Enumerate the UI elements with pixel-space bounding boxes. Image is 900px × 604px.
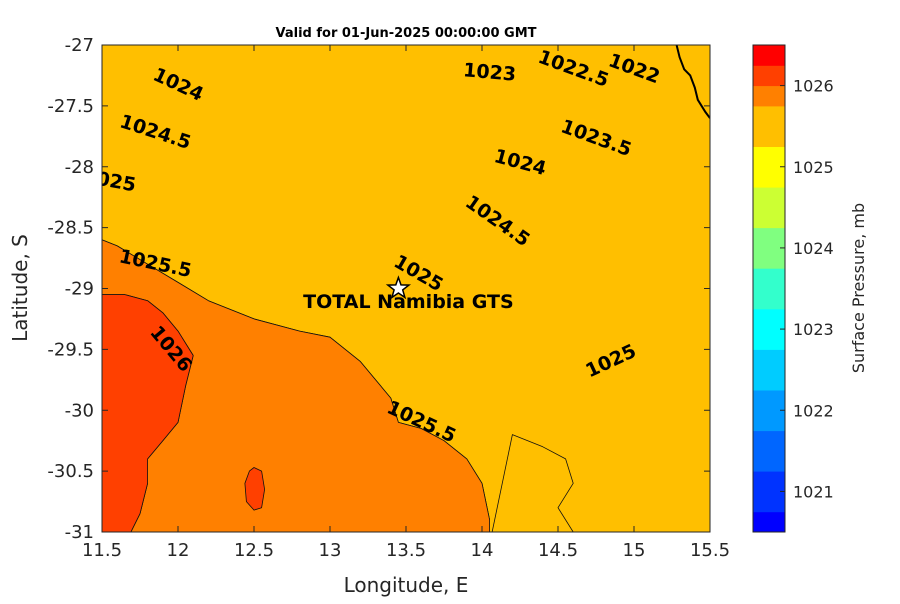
x-tick-label-3: 13	[319, 540, 342, 561]
station-label: TOTAL Namibia GTS	[303, 291, 514, 313]
colorbar-frame	[752, 44, 786, 533]
colorbar-tick-label-0: 1021	[793, 482, 834, 501]
colorbar-segment-5	[753, 308, 785, 350]
station-star-icon	[385, 275, 412, 300]
chart-title: Valid for 01-Jun-2025 00:00:00 GMT	[276, 26, 537, 41]
x-tick-label-7: 15	[623, 540, 646, 561]
colorbar-segment-6	[753, 268, 785, 310]
colorbar-segment-9	[753, 146, 785, 188]
colorbar-segment-10	[753, 105, 785, 147]
x-tick-label-1: 12	[167, 540, 190, 561]
coastline-line	[675, 45, 710, 119]
colorbar-tick-label-4: 1025	[793, 158, 834, 177]
station-marker: TOTAL Namibia GTS	[303, 275, 514, 313]
colorbar-segment-4	[753, 349, 785, 391]
colorbar-segment-12	[753, 65, 785, 87]
y-tick-label-2: -28	[65, 157, 94, 178]
plot-area: 10221022.510231023.5102410241024.51024.5…	[102, 45, 710, 532]
y-tick-label-7: -30.5	[47, 461, 94, 482]
colorbar-label: Surface Pressure, mb	[849, 203, 868, 373]
contour-label-2: 1023	[462, 59, 517, 86]
colorbar-segment-13	[753, 45, 785, 66]
y-tick-label-5: -29.5	[47, 339, 94, 360]
x-tick-label-4: 13.5	[386, 540, 426, 561]
colorbar-segment-11	[753, 85, 785, 107]
y-tick-label-0: -27	[65, 35, 94, 56]
x-tick-label-8: 15.5	[690, 540, 730, 561]
x-tick-label-5: 14	[471, 540, 494, 561]
x-tick-label-0: 11.5	[82, 540, 122, 561]
colorbar	[753, 45, 785, 533]
colorbar-tick-label-5: 1026	[793, 77, 834, 96]
colorbar-tick-label-1: 1022	[793, 401, 834, 420]
colorbar-tick-label-2: 1023	[793, 320, 834, 339]
x-tick-label-2: 12.5	[234, 540, 274, 561]
colorbar-tick-label-3: 1024	[793, 239, 834, 258]
x-axis-ticks: 11.5 12 12.5 13 13.5 14 14.5 15 15.5	[82, 45, 730, 561]
x-tick-label-6: 14.5	[538, 540, 578, 561]
y-axis-ticks: -27 -27.5 -28 -28.5 -29 -29.5 -30 -30.5 -31	[47, 35, 710, 543]
y-tick-label-8: -31	[65, 522, 94, 543]
x-axis-label: Longitude, E	[344, 573, 469, 597]
y-tick-label-4: -29	[65, 279, 94, 300]
y-tick-label-1: -27.5	[47, 96, 94, 117]
colorbar-ticks: 1021 1022 1023 1024 1025 1026	[780, 77, 834, 501]
colorbar-segment-0	[753, 511, 785, 533]
colorbar-segment-8	[753, 187, 785, 229]
contour-band-8	[102, 294, 194, 532]
y-tick-label-3: -28.5	[47, 218, 94, 239]
colorbar-segment-3	[753, 390, 785, 432]
coastline	[675, 45, 710, 119]
contour-band-9	[244, 467, 266, 511]
y-tick-label-6: -30	[65, 400, 94, 421]
colorbar-segment-1	[753, 471, 785, 513]
y-axis-label: Latitude, S	[8, 234, 32, 342]
colorbar-segment-7	[753, 227, 785, 269]
colorbar-segment-2	[753, 430, 785, 472]
contour-fills	[102, 45, 710, 532]
